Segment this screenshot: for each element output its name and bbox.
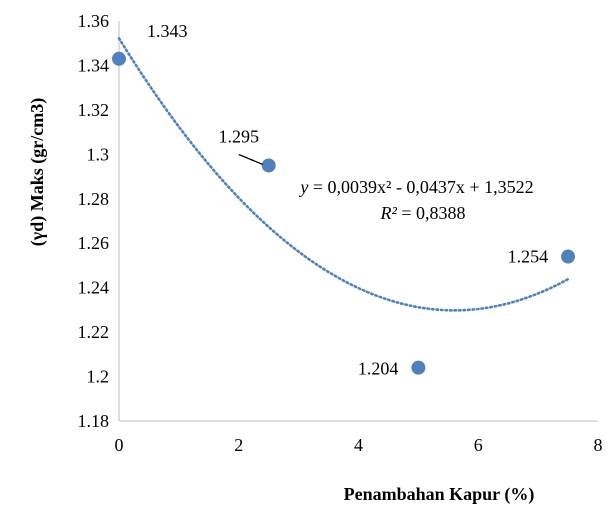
x-tick-labels: 0 2 4 6 8	[115, 435, 603, 455]
data-label: 1.254	[508, 247, 549, 267]
trendline-r-squared: R² = 0,8388	[379, 203, 465, 223]
data-point	[261, 158, 276, 173]
y-tick-label: 1.18	[78, 411, 110, 431]
data-labels: 1.343 1.295 1.204 1.254	[147, 21, 548, 379]
x-tick-label: 6	[474, 435, 483, 455]
y-tick-label: 1.26	[78, 233, 110, 253]
x-tick-label: 8	[594, 435, 603, 455]
data-label: 1.295	[218, 126, 259, 146]
trendline-equation: y = 0,0039x² - 0,0437x + 1,3522	[298, 177, 533, 197]
y-tick-label: 1.36	[78, 11, 110, 31]
x-tick-label: 4	[354, 435, 363, 455]
y-axis-title: (γd) Maks (gr/cm3)	[27, 98, 48, 246]
x-tick-label: 2	[234, 435, 243, 455]
y-tick-labels: 1.18 1.2 1.22 1.24 1.26 1.28 1.3 1.32 1.34 1.36	[78, 11, 110, 431]
y-tick-label: 1.34	[78, 55, 110, 75]
data-points	[112, 51, 576, 375]
axes	[118, 21, 598, 422]
x-tick-label: 0	[115, 435, 124, 455]
data-label-leader-line	[238, 153, 263, 166]
y-tick-label: 1.24	[78, 278, 110, 298]
y-tick-label: 1.22	[78, 322, 110, 342]
data-point	[411, 360, 426, 375]
data-point	[561, 249, 576, 264]
data-label: 1.204	[358, 359, 399, 379]
x-axis-title: Penambahan Kapur (%)	[344, 484, 535, 505]
y-tick-label: 1.28	[78, 189, 110, 209]
data-label: 1.343	[147, 21, 188, 41]
y-tick-label: 1.32	[78, 100, 110, 120]
data-point	[112, 51, 126, 66]
trendline	[117, 37, 570, 312]
y-tick-label: 1.2	[87, 367, 110, 387]
y-tick-label: 1.3	[87, 144, 110, 164]
